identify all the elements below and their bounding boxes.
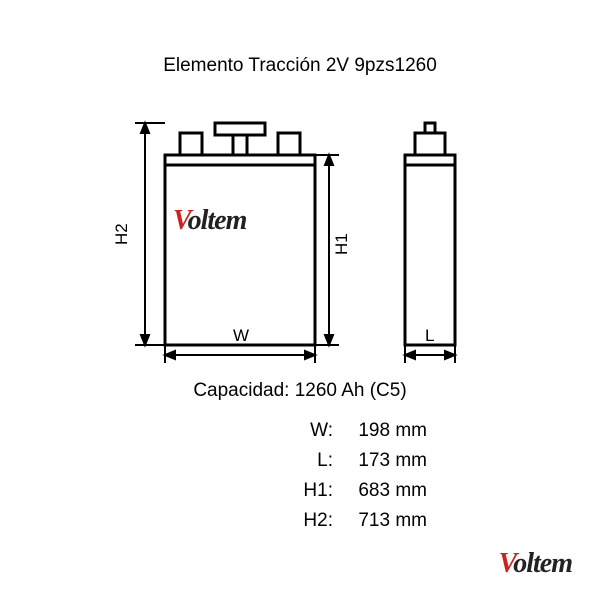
dim-h2-value: 713 mm bbox=[337, 506, 427, 536]
battery-dimension-diagram: H2 H1 W L Voltem bbox=[115, 115, 495, 355]
product-title: Elemento Tracción 2V 9pzs1260 bbox=[0, 55, 600, 77]
label-l: L bbox=[425, 326, 434, 345]
dim-w-label: W: bbox=[173, 416, 333, 446]
label-h1: H1 bbox=[332, 233, 351, 255]
dim-l-label: L: bbox=[173, 446, 333, 476]
dim-h1-label: H1: bbox=[173, 476, 333, 506]
brand-logo-on-cell: Voltem bbox=[173, 205, 246, 237]
capacity-line: Capacidad: 1260 Ah (C5) bbox=[0, 380, 600, 402]
dimensions-list: W:198 mm L:173 mm H1:683 mm H2:713 mm bbox=[0, 416, 600, 536]
dim-w-value: 198 mm bbox=[337, 416, 427, 446]
dim-h1-value: 683 mm bbox=[337, 476, 427, 506]
label-h2: H2 bbox=[115, 223, 131, 245]
dim-l-value: 173 mm bbox=[337, 446, 427, 476]
specs-block: Capacidad: 1260 Ah (C5) W:198 mm L:173 m… bbox=[0, 380, 600, 536]
label-w: W bbox=[233, 326, 249, 345]
dim-h2-label: H2: bbox=[173, 506, 333, 536]
brand-logo-corner: Voltem bbox=[499, 548, 572, 580]
